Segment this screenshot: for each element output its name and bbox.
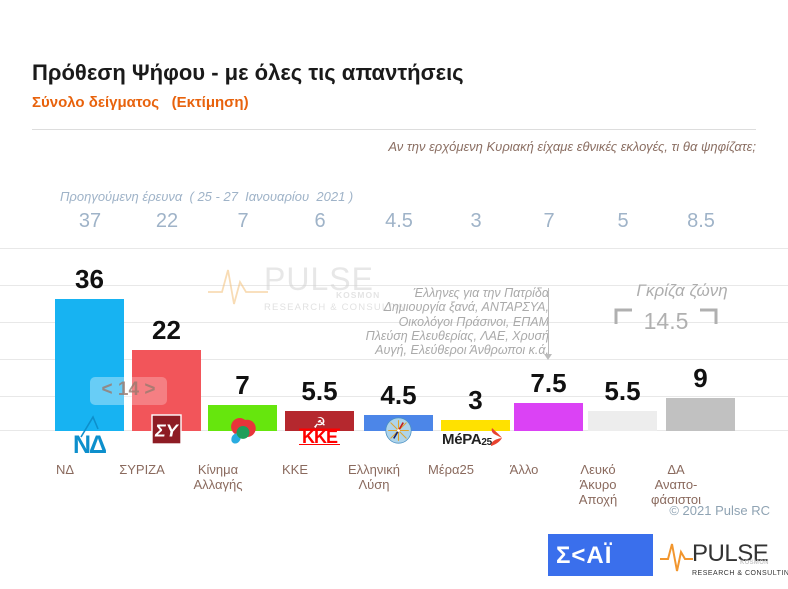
svg-text:ΝΔ: ΝΔ [73, 431, 106, 454]
svg-text:KOSMON: KOSMON [336, 290, 380, 300]
svg-text:RESEARCH & CONSULTING: RESEARCH & CONSULTING [264, 302, 408, 313]
svg-text:RESEARCH & CONSULTING: RESEARCH & CONSULTING [692, 570, 788, 577]
svg-text:MéPA25: MéPA25 [442, 431, 493, 448]
svg-text:ΣΥ: ΣΥ [154, 421, 180, 441]
svg-text:14.5: 14.5 [644, 308, 689, 334]
svg-text:KOSMON: KOSMON [740, 560, 769, 566]
svg-text:KKE: KKE [302, 427, 338, 445]
svg-text:Σ<ΑΪ: Σ<ΑΪ [556, 542, 613, 568]
